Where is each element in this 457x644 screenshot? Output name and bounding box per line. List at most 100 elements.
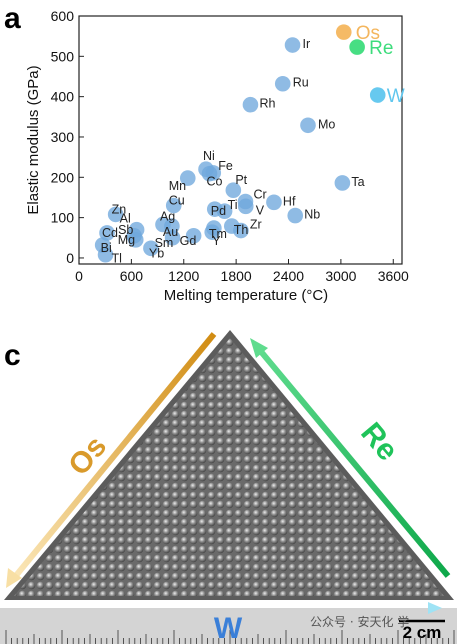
label-mg: Mg: [118, 233, 135, 247]
point-pt: [225, 182, 242, 199]
label-ir: Ir: [303, 37, 311, 51]
os-gradient-arrow: [11, 332, 217, 580]
re-arrowhead: [250, 338, 268, 358]
point-cu: [165, 197, 182, 214]
x-ticks: 0 600 1200 1800 2400 3000 3600: [75, 259, 409, 284]
point-sb: [126, 227, 142, 244]
point-nb: [287, 207, 304, 224]
point-mn: [179, 170, 196, 186]
re-gradient-arrow: [255, 346, 451, 578]
data-points: [94, 24, 386, 263]
point-v: [237, 198, 254, 215]
alloy-photo: Os Re W 2 cm 公众号 · 安天化 学: [0, 330, 457, 644]
label-al: Al: [120, 212, 131, 226]
plot-frame: [78, 15, 403, 265]
point-ti: [216, 203, 233, 219]
scale-bar-label: 2 cm: [403, 623, 442, 642]
y-axis-title: Elastic modulus (GPa): [25, 65, 42, 214]
x-tick-label: 3600: [378, 268, 409, 284]
x-tick-label: 1200: [168, 268, 199, 284]
label-zn: Zn: [112, 202, 127, 216]
point-rh: [242, 96, 259, 113]
y-ticks: 0 100 200 300 400 500 600: [51, 8, 84, 266]
point-sm: [164, 229, 181, 246]
y-tick-label: 400: [51, 89, 75, 105]
label-nb: Nb: [304, 208, 320, 222]
label-os: Os: [356, 23, 380, 44]
watermark: 公众号 · 安天化 学: [310, 614, 409, 629]
label-fe: Fe: [218, 159, 233, 173]
point-mo: [300, 117, 316, 134]
label-gd: Gd: [180, 234, 197, 248]
re-label: Re: [354, 417, 404, 468]
label-rh: Rh: [259, 97, 275, 111]
point-ir: [284, 37, 301, 53]
x-tick-label: 600: [120, 268, 144, 284]
label-au: Au: [163, 225, 178, 239]
point-zr: [233, 222, 249, 239]
label-cd: Cd: [102, 226, 118, 240]
label-co: Co: [207, 175, 223, 189]
dimple-array: [14, 338, 444, 596]
label-re: Re: [369, 38, 393, 59]
label-v: V: [256, 203, 265, 217]
label-ta: Ta: [351, 175, 364, 189]
label-th: Th: [234, 223, 249, 237]
label-y: Y: [212, 234, 221, 248]
point-y: [204, 224, 221, 240]
point-hf: [266, 194, 282, 211]
y-tick-label: 600: [51, 8, 75, 24]
label-cr: Cr: [253, 187, 266, 201]
y-tick-label: 100: [51, 210, 75, 226]
point-ta: [334, 175, 351, 191]
label-zr: Zr: [250, 218, 262, 232]
w-arrowhead: [428, 602, 442, 614]
label-ti: Ti: [228, 198, 238, 212]
panel-label-a: a: [4, 2, 21, 35]
point-cd: [99, 225, 115, 241]
x-tick-label: 3000: [325, 268, 356, 284]
label-pt: Pt: [235, 173, 247, 187]
label-mn: Mn: [169, 179, 186, 193]
os-arrowhead: [6, 568, 22, 588]
label-sm: Sm: [155, 236, 174, 250]
point-re: [349, 39, 365, 55]
panel-label-c: c: [4, 339, 21, 372]
x-axis-title: Melting temperature (°C): [164, 287, 328, 304]
point-co: [201, 165, 218, 182]
label-pd: Pd: [211, 204, 226, 218]
label-ru: Ru: [293, 76, 309, 90]
y-tick-label: 500: [51, 48, 75, 64]
point-yb: [143, 240, 159, 257]
label-mo: Mo: [318, 117, 335, 131]
point-gd: [185, 227, 202, 244]
x-tick-label: 0: [75, 268, 83, 284]
label-sb: Sb: [118, 223, 133, 237]
point-au: [164, 218, 180, 234]
label-cu: Cu: [169, 194, 185, 208]
label-yb: Yb: [149, 246, 164, 260]
point-ru: [274, 75, 291, 92]
chart-axes: [78, 15, 403, 265]
x-tick-label: 1800: [221, 268, 252, 284]
label-ag: Ag: [160, 209, 175, 223]
label-w: W: [387, 86, 405, 107]
scatter-chart: 0 600 1200 1800 2400 3000 3600 0 100 200 300 400 50…: [25, 8, 409, 304]
point-w: [369, 87, 386, 103]
label-tl: Tl: [112, 252, 122, 266]
y-tick-label: 200: [51, 169, 75, 185]
os-label: Os: [62, 430, 113, 482]
label-tm: Tm: [209, 227, 227, 241]
ruler-ticks: [5, 630, 455, 644]
label-ni: Ni: [203, 149, 215, 163]
x-tick-label: 2400: [273, 268, 304, 284]
y-tick-label: 300: [51, 129, 75, 145]
point-tl: [97, 246, 114, 263]
point-os: [335, 24, 352, 40]
y-tick-label: 0: [66, 250, 74, 266]
point-zn: [107, 206, 124, 223]
label-bi: Bi: [101, 241, 112, 255]
w-label: W: [214, 612, 243, 644]
label-hf: Hf: [283, 194, 296, 208]
